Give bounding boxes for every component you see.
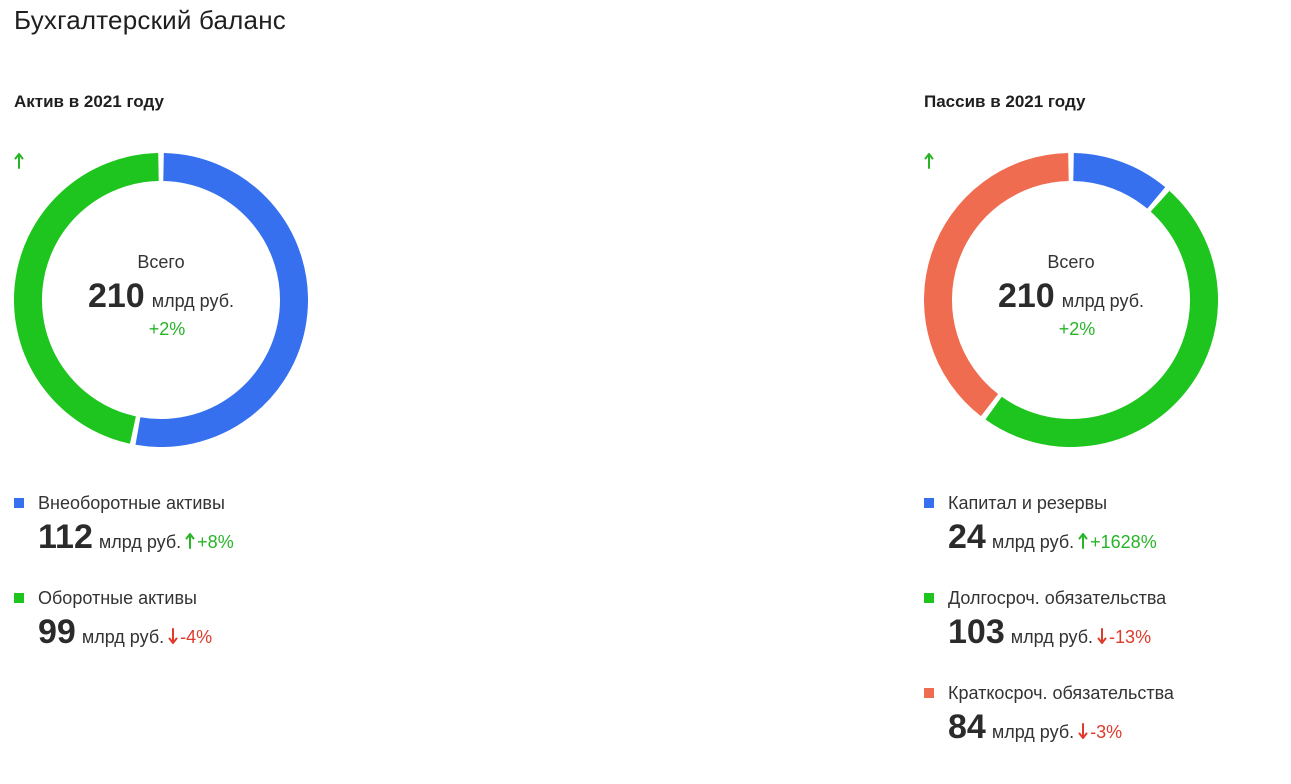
assets-total-change-value: +2%: [148, 319, 186, 339]
assets-legend: Внеоборотные активы 112 млрд руб. +8% Оборот…: [14, 490, 234, 680]
assets-section: Актив в 2021 году Всего 210 млрд руб. +2…: [0, 0, 360, 784]
liabilities-slice-1[interactable]: [1072, 153, 1166, 209]
legend-unit: млрд руб.: [98, 532, 182, 552]
liabilities-legend-item-2: Долгосроч. обязательства 103 млрд руб. -13%: [924, 585, 1174, 663]
liabilities-legend-item-1: Капитал и резервы 24 млрд руб. +1628%: [924, 490, 1174, 568]
liabilities-section: Пассив в 2021 году Всего 210 млрд руб. +…: [910, 0, 1270, 784]
legend-change-value: +8%: [197, 532, 234, 552]
assets-slice-1[interactable]: [135, 153, 308, 447]
legend-unit: млрд руб.: [991, 532, 1075, 552]
legend-change-value: -4%: [180, 627, 213, 647]
legend-value: 24: [948, 518, 986, 556]
liabilities-total-change: +2%: [924, 153, 1096, 340]
arrow-up-icon: [185, 533, 195, 549]
liabilities-donut-chart: Всего 210 млрд руб. +2%: [924, 153, 1218, 447]
legend-value: 103: [948, 613, 1005, 651]
assets-legend-item-2: Оборотные активы 99 млрд руб. -4%: [14, 585, 234, 663]
liabilities-donut-center: Всего 210 млрд руб. +2%: [924, 153, 1218, 447]
legend-value: 99: [38, 613, 76, 651]
assets-total-change: +2%: [14, 153, 186, 340]
assets-slice-2[interactable]: [14, 153, 159, 444]
legend-label: Долгосроч. обязательства: [948, 587, 1167, 608]
arrow-down-icon: [1078, 723, 1088, 739]
legend-change-value: -13%: [1109, 627, 1152, 647]
arrow-down-icon: [168, 628, 178, 644]
liabilities-legend-item-3: Краткосроч. обязательства 84 млрд руб. -3%: [924, 680, 1174, 758]
legend-change-value: +1628%: [1090, 532, 1157, 552]
legend-label: Краткосроч. обязательства: [948, 682, 1174, 703]
legend-value: 84: [948, 708, 986, 746]
assets-total-unit: млрд руб.: [151, 291, 235, 311]
legend-change: -13%: [1097, 627, 1151, 648]
assets-total-value: 210: [87, 277, 145, 315]
legend-label: Внеоборотные активы: [38, 492, 225, 513]
assets-donut-svg: [14, 153, 308, 447]
liabilities-slice-3[interactable]: [924, 153, 1069, 417]
liabilities-chart-title: Пассив в 2021 году: [924, 92, 1086, 111]
legend-label: Оборотные активы: [38, 587, 197, 608]
legend-change: +1628%: [1078, 532, 1157, 553]
assets-total-label: Всего: [137, 252, 185, 272]
legend-change: -4%: [168, 627, 212, 648]
legend-label: Капитал и резервы: [948, 492, 1108, 513]
assets-legend-item-1: Внеоборотные активы 112 млрд руб. +8%: [14, 490, 234, 568]
liabilities-total-value: 210: [997, 277, 1055, 315]
legend-swatch: [924, 498, 934, 508]
arrow-down-icon: [1097, 628, 1107, 644]
legend-swatch: [924, 593, 934, 603]
arrow-up-icon: [924, 153, 1057, 336]
liabilities-total-label: Всего: [1047, 252, 1095, 272]
legend-unit: млрд руб.: [991, 722, 1075, 742]
liabilities-slice-2[interactable]: [985, 190, 1218, 447]
assets-chart-title: Актив в 2021 году: [14, 92, 164, 111]
legend-unit: млрд руб.: [81, 627, 165, 647]
liabilities-total-unit: млрд руб.: [1061, 291, 1145, 311]
legend-change: -3%: [1078, 722, 1122, 743]
legend-swatch: [924, 688, 934, 698]
legend-unit: млрд руб.: [1010, 627, 1094, 647]
legend-change: +8%: [185, 532, 234, 553]
legend-swatch: [14, 498, 24, 508]
legend-swatch: [14, 593, 24, 603]
liabilities-legend: Капитал и резервы 24 млрд руб. +1628% Долгос…: [924, 490, 1174, 775]
assets-donut-chart: Всего 210 млрд руб. +2%: [14, 153, 308, 447]
liabilities-donut-svg: [924, 153, 1218, 447]
page-title: Бухгалтерский баланс: [14, 5, 286, 35]
legend-value: 112: [38, 518, 93, 556]
arrow-up-icon: [14, 153, 147, 336]
arrow-up-icon: [1078, 533, 1088, 549]
legend-change-value: -3%: [1090, 722, 1123, 742]
assets-donut-center: Всего 210 млрд руб. +2%: [14, 153, 308, 447]
liabilities-total-change-value: +2%: [1058, 319, 1096, 339]
